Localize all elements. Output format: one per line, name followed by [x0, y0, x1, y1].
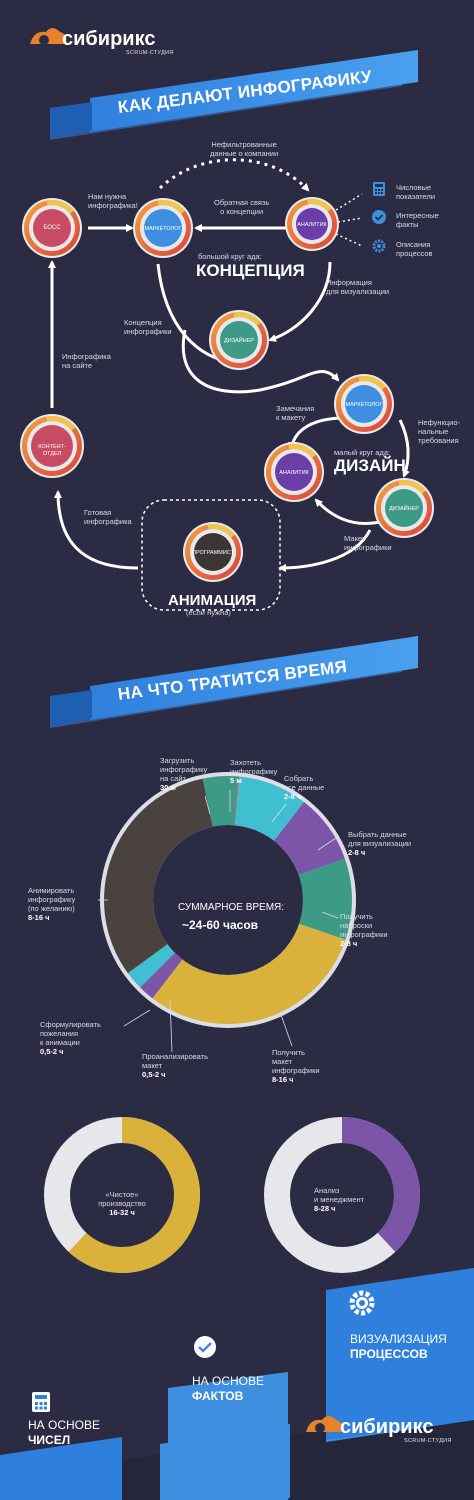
- donut-segment-2: [234, 776, 305, 841]
- panel-facts-text: НА ОСНОВЕ ФАКТОВ: [192, 1374, 265, 1403]
- segment-label-animate: Анимировать инфографику (по желанию) 8-16…: [28, 886, 76, 922]
- small-donut-production-segment: [68, 1117, 201, 1273]
- segment-label-wishes: Сформулировать пожелания к анимации 0,5-2…: [40, 1020, 101, 1056]
- donut-segment-6: [140, 952, 183, 999]
- label-big-circle: КОНЦЕПЦИЯ: [196, 261, 305, 280]
- check-badge-icon: [372, 210, 386, 224]
- donut-segment-1: [233, 776, 240, 826]
- legend-connectors: [335, 193, 363, 247]
- node-label-designer-2: ДИЗАЙНЕР: [389, 506, 419, 512]
- node-label-boss: БОСС: [43, 225, 61, 231]
- label-big-circle-small: большой круг ада:: [198, 252, 262, 261]
- calculator-icon: [32, 1392, 50, 1412]
- arc-mockup: [278, 529, 372, 572]
- label-unfiltered: Нефильтрованные данные о компании: [210, 140, 279, 158]
- legend-numbers: Числовые показатели: [396, 183, 436, 201]
- label-nonfunc: Нефункцио- нальные требования: [418, 418, 461, 445]
- panel-numbers-text: НА ОСНОВЕ ЧИСЕЛ: [28, 1418, 101, 1447]
- node-designer: [209, 310, 269, 370]
- arc-info-for-vis: [268, 261, 332, 342]
- segment-label-mockup: Получить макет инфографики 8-16 ч: [272, 1048, 320, 1084]
- donut-segment-9: [202, 776, 238, 827]
- dashed-arrow-marketer-to-analyst: [158, 158, 310, 192]
- ribbon-section1: [50, 50, 418, 140]
- small-donut-management-segment: [342, 1117, 420, 1252]
- donut-segment-3: [273, 802, 345, 875]
- logo-top: [30, 28, 67, 45]
- label-mockup: Макет инфографики: [344, 534, 392, 552]
- logo-subtitle: SCRUM-СТУДИЯ: [126, 50, 174, 56]
- label-small-circle: ДИЗАЙН: [334, 456, 406, 475]
- animation-box: [141, 499, 281, 611]
- small-donuts: [44, 1117, 420, 1273]
- ribbon-section2: [50, 636, 418, 728]
- donut-segment-7: [127, 944, 175, 988]
- arc-small-loop: [314, 498, 381, 525]
- label-infographic-on-site: Инфографика на сайте: [62, 352, 111, 370]
- node-content: [20, 414, 84, 478]
- donut-center-label: СУММАРНОЕ ВРЕМЯ:: [178, 902, 285, 913]
- label-concept: Концепция инфографики: [124, 318, 172, 336]
- logo-subtitle-bottom: SCRUM-СТУДИЯ: [404, 1438, 452, 1444]
- s-curve-to-design: [181, 329, 340, 394]
- label-animation: АНИМАЦИЯ: [168, 592, 257, 609]
- segment-label-collect: Собрать все данные 2-8 ч: [284, 774, 325, 801]
- gear-icon: [372, 239, 386, 253]
- calculator-icon: [372, 182, 386, 196]
- donut-leaders: [98, 790, 339, 1053]
- node-programmer: [183, 522, 243, 582]
- small-donut-label-management: Анализ и менеджмент 8-28 ч: [314, 1186, 365, 1213]
- arc-nonfunc: [398, 419, 410, 478]
- segment-label-select: Выбрать данные для визуализации 2-8 ч: [348, 830, 412, 857]
- node-marketer: [133, 198, 193, 258]
- donut-segment-5: [152, 923, 346, 1024]
- small-donut-production: [44, 1117, 201, 1273]
- logo-wordmark-bottom: сибирикс: [340, 1416, 434, 1438]
- label-small-circle-small: малый круг ада:: [334, 448, 391, 457]
- logo-wordmark: сибирикс: [62, 28, 156, 50]
- node-analyst-2: [264, 442, 324, 502]
- node-label-programmer: ПРОГРАММИСТ: [192, 550, 234, 556]
- node-label-marketer-2: МАРКЕТОЛОГ: [345, 402, 383, 408]
- segment-label-upload: Загрузить инфографику на сайт 30 м: [160, 756, 208, 792]
- label-feedback: Обратная связь о концепции: [214, 198, 270, 216]
- gear-icon: [349, 1290, 375, 1316]
- flow-nodes: [20, 197, 434, 582]
- donut-segment-8: [104, 778, 213, 974]
- donut-hole: [153, 825, 303, 975]
- label-remarks: Замечания к макету: [276, 404, 315, 422]
- legend-facts: Интересные факты: [396, 211, 439, 229]
- arc-ready: [54, 490, 139, 570]
- node-label-designer: ДИЗАЙНЕР: [224, 338, 254, 344]
- label-info-for-vis: Информация для визуализации: [326, 278, 390, 296]
- segment-label-want: Захотеть инфографику 5 м: [230, 758, 278, 785]
- node-designer-2: [374, 478, 434, 538]
- node-marketer-2: [334, 374, 394, 434]
- node-label-content: КОНТЕНТ- ОТДЕЛ: [38, 444, 66, 457]
- segment-label-analyze: Проанализировать макет 0,5-2 ч: [142, 1052, 209, 1079]
- small-donut-management: [264, 1117, 420, 1273]
- logo-bottom: [306, 1416, 343, 1433]
- donut-segment-4: [298, 858, 352, 940]
- small-donut-label-production: «Чистое» производство 16-32 ч: [98, 1190, 146, 1217]
- node-label-analyst-2: АНАЛИТИК: [279, 470, 309, 476]
- node-label-analyst: АНАЛИТИК: [297, 222, 327, 228]
- panel-processes-text: ВИЗУАЛИЗАЦИЯ ПРОЦЕССОВ: [350, 1332, 447, 1361]
- node-label-marketer: МАРКЕТОЛОГ: [144, 226, 182, 232]
- node-analyst: [285, 197, 339, 251]
- segment-label-sketches: Получить наброски инфографики 2-8 ч: [340, 912, 388, 948]
- donut-center-value: ~24-60 часов: [182, 918, 259, 932]
- legend-processes: Описания процессов: [396, 240, 433, 258]
- node-boss: [22, 198, 82, 258]
- label-animation-note: (если нужна): [186, 608, 231, 617]
- check-badge-icon: [194, 1336, 216, 1358]
- label-ready: Готовая инфографика: [84, 508, 132, 526]
- label-need: Нам нужна инфографика!: [88, 192, 138, 210]
